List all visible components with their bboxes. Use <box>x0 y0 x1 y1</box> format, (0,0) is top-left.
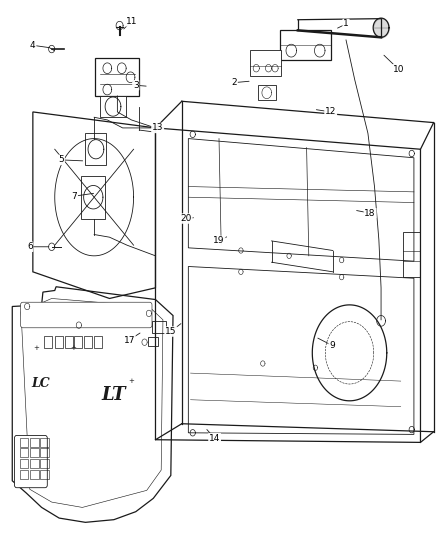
Text: 4: 4 <box>30 41 35 50</box>
Bar <box>95 58 139 96</box>
Text: LC: LC <box>31 377 49 390</box>
Text: 1: 1 <box>343 20 349 28</box>
Bar <box>30 438 39 447</box>
Bar <box>148 337 158 346</box>
Bar <box>40 470 49 479</box>
Text: 7: 7 <box>71 192 78 200</box>
Text: +: + <box>128 378 134 384</box>
Bar <box>20 470 28 479</box>
Text: 3: 3 <box>133 81 139 90</box>
Bar <box>84 336 92 348</box>
Text: 18: 18 <box>364 209 376 217</box>
FancyBboxPatch shape <box>21 302 152 328</box>
Text: +: + <box>71 344 77 351</box>
Text: 19: 19 <box>213 237 225 245</box>
Text: 9: 9 <box>329 341 335 350</box>
Text: 17: 17 <box>124 336 135 344</box>
Bar <box>250 50 281 76</box>
Bar <box>20 459 28 468</box>
Bar <box>40 459 49 468</box>
Bar <box>258 85 276 100</box>
Text: 12: 12 <box>325 108 336 116</box>
Text: 2: 2 <box>232 78 237 87</box>
Bar <box>55 336 63 348</box>
Bar <box>44 336 52 348</box>
Bar <box>65 336 73 348</box>
Text: 14: 14 <box>209 434 220 442</box>
Bar <box>40 448 49 457</box>
Bar <box>20 438 28 447</box>
Bar <box>30 470 39 479</box>
Bar <box>403 232 420 277</box>
Text: LT: LT <box>102 386 126 405</box>
Bar <box>30 448 39 457</box>
Text: 6: 6 <box>27 243 33 251</box>
Bar <box>81 176 105 219</box>
Text: 11: 11 <box>126 17 137 26</box>
Bar <box>20 448 28 457</box>
Bar <box>74 336 82 348</box>
Bar <box>100 96 126 117</box>
Text: 13: 13 <box>152 124 163 132</box>
Bar <box>40 438 49 447</box>
Text: 10: 10 <box>393 65 404 74</box>
Bar <box>152 321 166 333</box>
Bar <box>30 459 39 468</box>
Text: 20: 20 <box>180 214 192 223</box>
FancyBboxPatch shape <box>14 435 47 488</box>
Text: 5: 5 <box>58 156 64 164</box>
Bar <box>280 30 331 60</box>
Text: +: + <box>33 344 39 351</box>
Bar <box>85 133 106 165</box>
Bar <box>94 336 102 348</box>
Text: 15: 15 <box>165 327 177 336</box>
